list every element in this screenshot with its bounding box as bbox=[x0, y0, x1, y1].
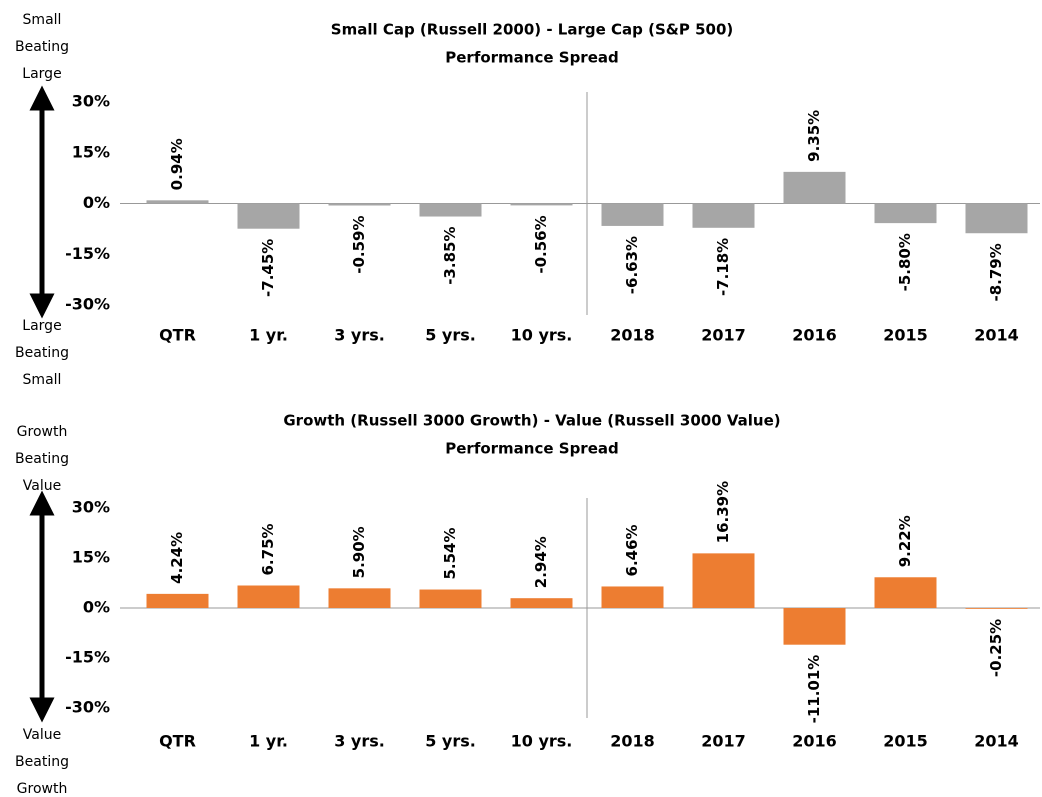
chart-title: Small Cap (Russell 2000) - Large Cap (S&… bbox=[331, 21, 733, 39]
data-label: 9.22% bbox=[896, 515, 914, 567]
side-label: Small bbox=[23, 372, 62, 388]
data-label: -8.79% bbox=[987, 243, 1005, 301]
bar bbox=[146, 200, 209, 204]
chart-subtitle: Performance Spread bbox=[445, 440, 618, 458]
data-label: 6.75% bbox=[259, 523, 277, 575]
y-tick-label: 15% bbox=[72, 548, 110, 567]
x-tick-label: 2014 bbox=[974, 732, 1019, 751]
side-label: Growth bbox=[17, 781, 68, 797]
bar bbox=[783, 171, 846, 204]
bar bbox=[328, 203, 391, 206]
side-label: Value bbox=[23, 478, 61, 494]
data-label: -11.01% bbox=[805, 655, 823, 724]
x-tick-label: 1 yr. bbox=[249, 732, 288, 751]
data-label: 5.54% bbox=[441, 527, 459, 579]
x-tick-label: 2016 bbox=[792, 732, 837, 751]
x-tick-label: QTR bbox=[159, 326, 196, 345]
x-tick-label: QTR bbox=[159, 732, 196, 751]
y-tick-label: 15% bbox=[72, 142, 110, 161]
data-label: -7.45% bbox=[259, 239, 277, 297]
data-label: 9.35% bbox=[805, 110, 823, 162]
side-label: Large bbox=[22, 66, 61, 82]
bar bbox=[692, 553, 755, 608]
x-tick-label: 5 yrs. bbox=[425, 732, 476, 751]
data-label: 0.94% bbox=[168, 138, 186, 190]
x-tick-label: 2015 bbox=[883, 326, 928, 345]
data-label: -3.85% bbox=[441, 227, 459, 285]
y-tick-label: 30% bbox=[72, 92, 110, 111]
x-tick-label: 2018 bbox=[610, 732, 655, 751]
data-label: 2.94% bbox=[532, 536, 550, 588]
bar bbox=[874, 577, 937, 608]
x-tick-label: 3 yrs. bbox=[334, 326, 385, 345]
side-label: Beating bbox=[15, 345, 69, 361]
data-label: -0.25% bbox=[987, 619, 1005, 677]
side-label: Large bbox=[22, 318, 61, 334]
side-label: Small bbox=[23, 12, 62, 28]
x-tick-label: 2015 bbox=[883, 732, 928, 751]
bar bbox=[237, 585, 300, 608]
bar bbox=[419, 589, 482, 608]
side-label: Beating bbox=[15, 39, 69, 55]
bar bbox=[965, 608, 1028, 609]
y-tick-label: 0% bbox=[83, 193, 110, 212]
data-label: 4.24% bbox=[168, 532, 186, 584]
bar bbox=[783, 608, 846, 645]
data-label: -7.18% bbox=[714, 238, 732, 296]
x-tick-label: 2016 bbox=[792, 326, 837, 345]
x-tick-label: 2017 bbox=[701, 732, 746, 751]
bar bbox=[510, 598, 573, 608]
y-tick-label: -15% bbox=[65, 648, 110, 667]
bar bbox=[601, 203, 664, 226]
y-tick-label: -30% bbox=[65, 698, 110, 717]
data-label: -5.80% bbox=[896, 233, 914, 291]
y-tick-label: -15% bbox=[65, 244, 110, 263]
bar bbox=[419, 203, 482, 217]
y-tick-label: 30% bbox=[72, 498, 110, 517]
bar bbox=[237, 203, 300, 229]
y-tick-label: 0% bbox=[83, 598, 110, 617]
data-label: 5.90% bbox=[350, 526, 368, 578]
bar bbox=[328, 588, 391, 608]
x-tick-label: 1 yr. bbox=[249, 326, 288, 345]
x-tick-label: 2018 bbox=[610, 326, 655, 345]
y-tick-label: -30% bbox=[65, 295, 110, 314]
bar bbox=[146, 593, 209, 608]
bar bbox=[965, 203, 1028, 234]
x-tick-label: 5 yrs. bbox=[425, 326, 476, 345]
x-tick-label: 2014 bbox=[974, 326, 1019, 345]
data-label: -0.59% bbox=[350, 215, 368, 273]
data-label: 6.46% bbox=[623, 524, 641, 576]
side-label: Beating bbox=[15, 754, 69, 770]
data-label: 16.39% bbox=[714, 481, 732, 543]
side-label: Growth bbox=[17, 424, 68, 440]
bar bbox=[601, 586, 664, 608]
bar bbox=[510, 203, 573, 206]
x-tick-label: 10 yrs. bbox=[511, 326, 573, 345]
x-tick-label: 10 yrs. bbox=[511, 732, 573, 751]
chart-subtitle: Performance Spread bbox=[445, 49, 618, 67]
side-label: Value bbox=[23, 727, 61, 743]
bar bbox=[874, 203, 937, 224]
side-label: Beating bbox=[15, 451, 69, 467]
chart-title: Growth (Russell 3000 Growth) - Value (Ru… bbox=[283, 412, 780, 430]
data-label: -0.56% bbox=[532, 215, 550, 273]
x-tick-label: 2017 bbox=[701, 326, 746, 345]
bar bbox=[692, 203, 755, 228]
data-label: -6.63% bbox=[623, 236, 641, 294]
x-tick-label: 3 yrs. bbox=[334, 732, 385, 751]
